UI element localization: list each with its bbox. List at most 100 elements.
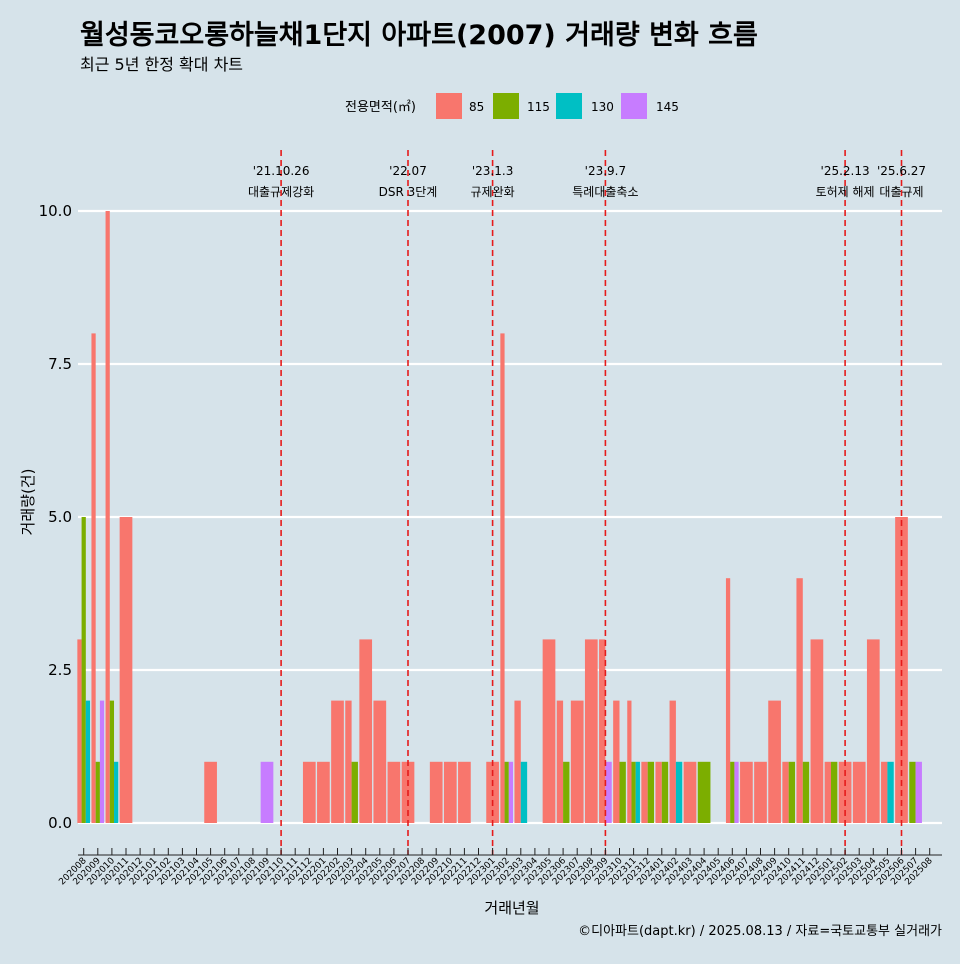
- chart-subtitle: 최근 5년 한정 확대 차트: [80, 55, 243, 74]
- bar-202311-85: [627, 700, 632, 823]
- bar-202402-85: [669, 700, 676, 823]
- bar-202308-85: [584, 639, 598, 823]
- event-date: '25.2.13: [821, 164, 870, 178]
- bar-202010-115: [109, 700, 115, 823]
- bars: [77, 211, 922, 823]
- bar-202010-130: [114, 761, 119, 823]
- event-label: 규제완화: [471, 185, 515, 199]
- bar-202109-145: [260, 761, 274, 823]
- bar-202401-115: [661, 761, 669, 823]
- y-tick-label: 5.0: [48, 508, 72, 526]
- bar-202410-85: [782, 761, 789, 823]
- event-label: DSR 3단계: [379, 185, 438, 199]
- legend: 전용면적(㎡) 85 115 130 145: [345, 93, 679, 119]
- bar-202407-85: [740, 761, 753, 823]
- bar-202206-85: [387, 761, 401, 823]
- bar-202009-85: [91, 333, 96, 823]
- event-date: '23.9.7: [585, 164, 626, 178]
- event-label: 특례대출축소: [572, 185, 638, 199]
- chart-title: 월성동코오롱하늘채1단지 아파트(2007) 거래량 변화 흐름: [80, 20, 758, 51]
- bar-202507-145: [915, 761, 922, 823]
- bar-202302-145: [508, 761, 514, 823]
- y-axis-title: 거래량(건): [19, 469, 37, 536]
- bar-202309-85: [599, 639, 606, 823]
- bar-202401-85: [655, 761, 662, 823]
- bar-202010-85: [105, 211, 110, 823]
- legend-label-115: 115: [527, 100, 550, 114]
- bar-202312-85: [641, 761, 648, 823]
- bar-202501-85: [824, 761, 831, 823]
- bar-202504-85: [866, 639, 880, 823]
- bar-202310-85: [613, 700, 620, 823]
- bar-202406-85: [725, 578, 731, 823]
- bar-202305-85: [542, 639, 556, 823]
- event-label: 대출규제강화: [248, 185, 314, 199]
- bar-202306-85: [556, 700, 564, 823]
- bar-202210-85: [443, 761, 457, 823]
- bar-202009-115: [95, 761, 100, 823]
- event-date: '22.07: [389, 164, 427, 178]
- event-date: '21.10.26: [253, 164, 310, 178]
- bar-202411-115: [802, 761, 810, 823]
- bar-202011-85: [119, 517, 133, 823]
- bar-202205-85: [373, 700, 387, 823]
- bar-202507-115: [909, 761, 916, 823]
- y-tick-label: 2.5: [48, 661, 72, 679]
- y-tick-label: 0.0: [48, 814, 72, 832]
- bar-202306-115: [563, 761, 570, 823]
- x-axis-title: 거래년월: [484, 899, 539, 917]
- bar-202009-145: [99, 700, 105, 823]
- bar-202008-85: [77, 639, 82, 823]
- bar-202404-115: [697, 761, 711, 823]
- bar-202201-85: [317, 761, 330, 823]
- y-tick-label: 10.0: [39, 202, 72, 220]
- bar-202303-85: [514, 700, 521, 823]
- bar-202410-115: [788, 761, 796, 823]
- bar-202105-85: [204, 761, 217, 823]
- bar-202302-85: [500, 333, 505, 823]
- bar-202505-130: [887, 761, 894, 823]
- bar-202406-115: [730, 761, 735, 823]
- bar-202311-115: [631, 761, 636, 823]
- bar-202503-85: [852, 761, 866, 823]
- event-date: '23.1.3: [472, 164, 513, 178]
- event-label: 토허제 해제: [816, 185, 875, 199]
- bar-202203-115: [351, 761, 358, 823]
- bar-202211-85: [458, 761, 471, 823]
- legend-swatch-145: [621, 93, 647, 119]
- bar-202303-130: [520, 761, 528, 823]
- legend-swatch-115: [493, 93, 519, 119]
- bar-202008-115: [81, 517, 86, 823]
- bar-202412-85: [810, 639, 824, 823]
- bar-202406-145: [734, 761, 739, 823]
- bar-202501-115: [831, 761, 838, 823]
- legend-swatch-85: [436, 93, 462, 119]
- bar-202309-145: [605, 761, 612, 823]
- bar-202505-85: [881, 761, 888, 823]
- event-lines: '21.10.26 대출규제강화 '22.07 DSR 3단계 '23.1.3 규제완화 '…: [248, 150, 926, 855]
- bar-202302-115: [504, 761, 509, 823]
- bar-202203-85: [345, 700, 352, 823]
- event-date: '25.6.27: [877, 164, 926, 178]
- bar-202204-85: [359, 639, 373, 823]
- legend-label-145: 145: [656, 100, 679, 114]
- legend-label-85: 85: [469, 100, 484, 114]
- bar-202008-130: [85, 700, 91, 823]
- bar-202202-85: [331, 700, 344, 823]
- bar-202402-130: [675, 761, 683, 823]
- bar-202403-85: [683, 761, 697, 823]
- legend-label-130: 130: [591, 100, 614, 114]
- bar-202310-115: [619, 761, 626, 823]
- caption: ©디아파트(dapt.kr) / 2025.08.13 / 자료=국토교통부 실…: [578, 924, 942, 939]
- y-tick-label: 7.5: [48, 355, 72, 373]
- legend-swatch-130: [556, 93, 582, 119]
- bar-202312-115: [647, 761, 655, 823]
- bar-202112-85: [302, 761, 316, 823]
- event-label: 대출규제: [879, 185, 923, 199]
- bar-202411-85: [796, 578, 803, 823]
- bar-202209-85: [429, 761, 443, 823]
- bar-202311-130: [635, 761, 640, 823]
- bar-202307-85: [570, 700, 584, 823]
